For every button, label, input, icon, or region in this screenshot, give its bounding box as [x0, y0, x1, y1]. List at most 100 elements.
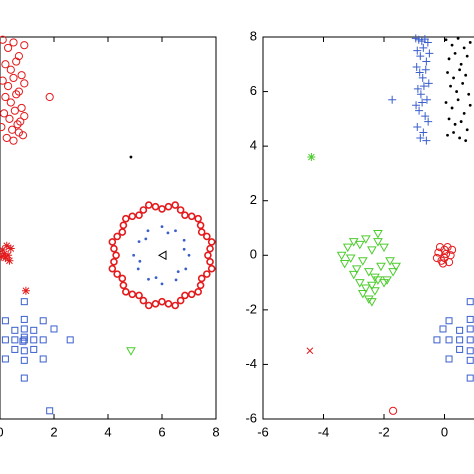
- point: [50, 325, 58, 333]
- circle-marker: [5, 114, 14, 123]
- plus-marker: [415, 106, 424, 115]
- point: [452, 76, 455, 80]
- dot-marker: [136, 267, 140, 271]
- point: [1, 317, 9, 325]
- ring-marker: [203, 270, 211, 278]
- point: [425, 49, 434, 58]
- point: [415, 106, 424, 115]
- circle-marker: [17, 103, 26, 113]
- point: [30, 326, 38, 334]
- point: [135, 291, 143, 300]
- circle-marker: [20, 79, 29, 88]
- dot-marker: [132, 253, 136, 257]
- point: [2, 241, 11, 250]
- point: [357, 257, 368, 266]
- point: [464, 139, 468, 143]
- point: [370, 287, 380, 296]
- circle-marker: [17, 71, 26, 80]
- point: [415, 68, 424, 77]
- point: [122, 288, 130, 296]
- point: [447, 117, 451, 121]
- circle-marker: [9, 38, 18, 47]
- dot-marker: [446, 71, 449, 74]
- point: [119, 281, 128, 290]
- point: [464, 73, 468, 77]
- square-marker: [20, 315, 28, 323]
- point: [174, 278, 178, 282]
- point: [126, 347, 136, 356]
- point: [138, 259, 142, 263]
- point: [20, 325, 28, 333]
- circle-marker: [9, 136, 18, 145]
- point: [450, 43, 454, 47]
- triangle-marker: [367, 281, 377, 291]
- point: [462, 46, 466, 50]
- point: [422, 136, 431, 145]
- triangle-marker: [391, 262, 401, 272]
- y-tick-label: 4: [250, 138, 257, 153]
- square-marker: [20, 298, 28, 306]
- square-marker: [19, 337, 27, 345]
- point: [108, 238, 117, 246]
- point: [112, 251, 120, 260]
- plus-marker: [419, 43, 428, 52]
- ring-marker: [113, 270, 121, 278]
- point: [30, 336, 38, 344]
- square-marker: [39, 336, 47, 344]
- point: [139, 206, 148, 214]
- point: [128, 290, 137, 299]
- dot-marker: [184, 267, 188, 271]
- point: [176, 206, 185, 214]
- point: [20, 356, 28, 364]
- dot-marker: [467, 92, 471, 96]
- dot-marker: [444, 101, 448, 104]
- dot-marker: [138, 259, 142, 263]
- point: [20, 298, 28, 306]
- point: [4, 82, 13, 91]
- plus-marker: [421, 112, 430, 121]
- circle-marker: [6, 65, 15, 74]
- point: [446, 71, 449, 74]
- plus-marker: [416, 133, 425, 142]
- triangle-marker: [385, 257, 395, 266]
- point: [181, 291, 189, 300]
- dot-marker: [462, 46, 466, 50]
- point: [154, 276, 158, 280]
- plus-marker: [422, 57, 431, 66]
- point: [19, 337, 27, 345]
- ring-marker: [144, 301, 153, 310]
- point: [376, 262, 386, 272]
- dot-marker: [464, 139, 468, 143]
- point: [455, 90, 458, 93]
- ring-marker: [171, 301, 180, 310]
- circle-marker: [12, 57, 21, 66]
- x-tick-label: -2: [378, 424, 390, 439]
- ring-marker: [197, 228, 206, 236]
- x-tick-label: -6: [257, 424, 269, 439]
- circle-marker: [440, 253, 449, 263]
- ring-marker: [108, 238, 117, 246]
- point: [182, 247, 186, 251]
- point: [468, 103, 472, 107]
- plus-marker: [418, 98, 427, 107]
- ring-marker: [112, 251, 120, 260]
- square-marker: [20, 374, 28, 382]
- square-marker: [20, 356, 28, 364]
- point: [182, 238, 186, 242]
- ring-marker: [181, 211, 189, 219]
- point: [351, 265, 362, 274]
- point: [444, 101, 448, 104]
- circle-marker: [13, 120, 22, 129]
- point: [206, 244, 214, 253]
- circle-marker: [0, 122, 6, 132]
- dot-marker: [154, 276, 158, 280]
- point: [39, 355, 47, 363]
- point: [364, 295, 374, 304]
- plot-frame: [262, 36, 474, 420]
- point: [146, 229, 150, 233]
- ring-marker: [196, 221, 205, 230]
- circle-marker: [14, 87, 23, 96]
- plus-marker: [413, 84, 422, 93]
- point: [466, 315, 474, 323]
- square-marker: [39, 317, 47, 325]
